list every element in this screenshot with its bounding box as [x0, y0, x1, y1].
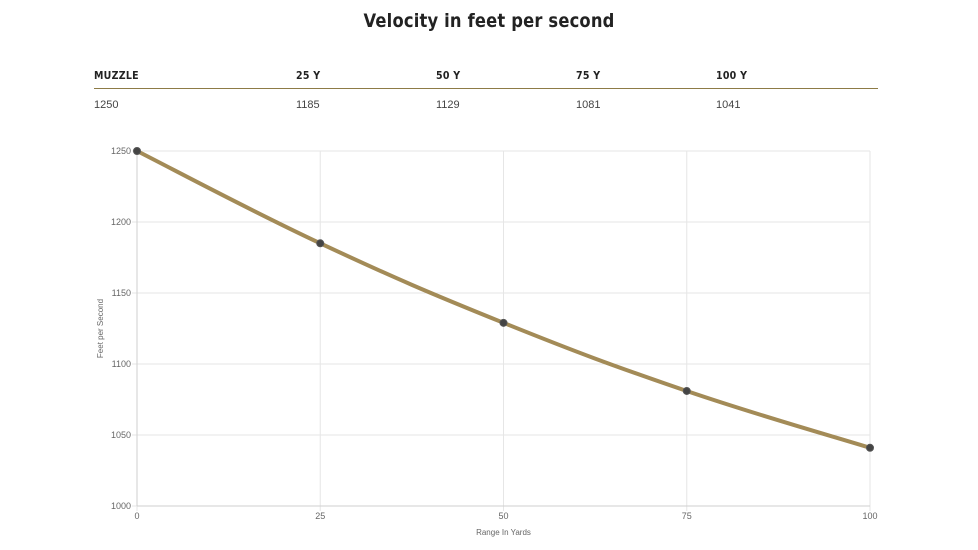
y-tick-label: 1250	[111, 146, 131, 156]
header-muzzle: MUZZLE	[94, 69, 139, 82]
data-point	[682, 386, 691, 395]
value-100y: 1041	[716, 99, 741, 111]
velocity-table-header: MUZZLE 25 Y 50 Y 75 Y 100 Y	[94, 66, 878, 89]
y-tick-label: 1000	[111, 501, 131, 511]
chart-title: Velocity in feet per second	[363, 10, 615, 32]
y-axis-ticks: 1000 1050 1100 1150 1200 1250	[111, 146, 131, 511]
y-tick-label: 1200	[111, 217, 131, 227]
header-75y: 75 Y	[576, 69, 601, 82]
x-tick-label: 0	[134, 511, 139, 521]
header-100y: 100 Y	[716, 69, 748, 82]
data-point	[866, 443, 874, 452]
velocity-table-row: 1250 1185 1129 1081 1041	[94, 89, 878, 111]
data-points	[133, 147, 874, 452]
velocity-table: MUZZLE 25 Y 50 Y 75 Y 100 Y 1250 1185 11…	[94, 66, 878, 111]
y-axis-title: Feet per Second	[96, 299, 105, 358]
chart-grid	[132, 150, 871, 511]
y-tick-label: 1150	[112, 288, 131, 298]
x-tick-label: 25	[315, 511, 325, 521]
x-tick-label: 100	[862, 511, 877, 521]
y-tick-label: 1050	[111, 430, 131, 440]
x-tick-label: 50	[498, 511, 508, 521]
data-point	[133, 147, 141, 155]
data-point	[316, 239, 325, 248]
x-axis-title: Range In Yards	[476, 528, 531, 537]
header-50y: 50 Y	[436, 69, 461, 82]
y-tick-label: 1100	[112, 359, 131, 369]
value-50y: 1129	[436, 99, 460, 111]
x-axis-ticks: 0 25 50 75 100	[134, 511, 877, 521]
data-point	[499, 318, 508, 327]
x-tick-label: 75	[682, 511, 692, 521]
value-75y: 1081	[576, 99, 601, 111]
value-muzzle: 1250	[94, 99, 119, 111]
value-25y: 1185	[296, 99, 320, 111]
header-25y: 25 Y	[296, 69, 321, 82]
